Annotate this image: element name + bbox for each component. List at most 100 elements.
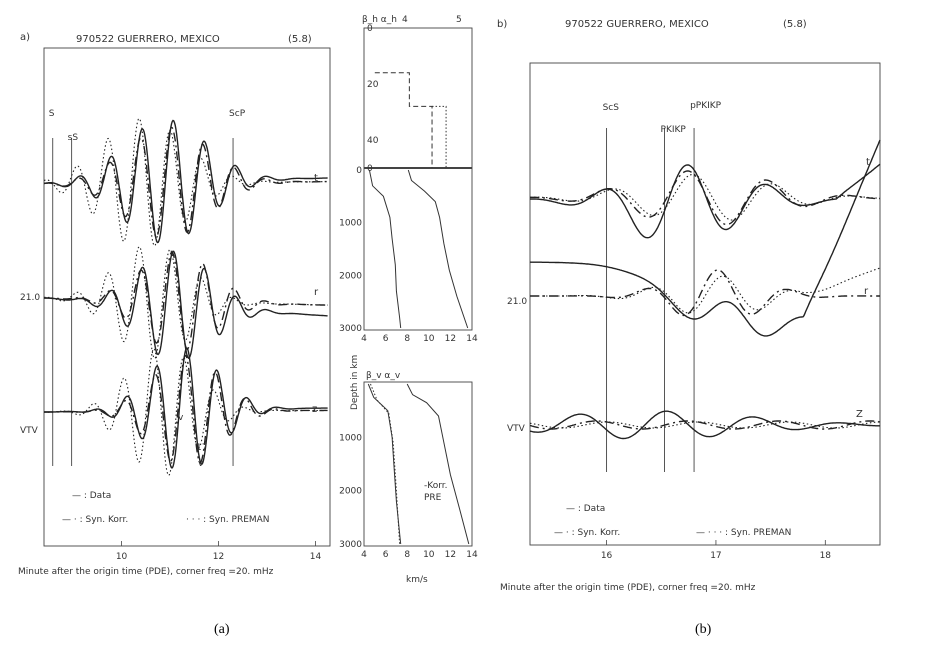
inset-bottom-legend-korr: -Korr. [424, 481, 447, 491]
panel-a-xtick-label-10: 10 [116, 552, 128, 562]
inset-bottom-korr-p [406, 383, 470, 545]
panel-a-comp-r: r [314, 287, 319, 298]
panel-a-annotation-2: 17 [196, 443, 207, 453]
panel-b-trace-Z-dotted [529, 421, 880, 429]
panel-b-xtick-label-16: 16 [601, 551, 613, 561]
panel-a-legend-preman: · · · : Syn. PREMAN [186, 515, 270, 525]
panel-b-phase-label-1: PKIKP [661, 125, 687, 135]
panel-b-trace-t-dashed [530, 170, 880, 226]
inset-top-upper-ytick-0: 0 [367, 24, 373, 34]
inset-bottom-xtick-14: 14 [466, 550, 478, 560]
panel-b-trace-r-solid [529, 139, 881, 337]
inset-ylabel: Depth in km [350, 355, 360, 410]
panel-a-comp-z: z [312, 404, 317, 415]
panel-a-magnitude: (5.8) [288, 34, 312, 45]
inset-top-upper-ytick-3: 0 [367, 164, 373, 174]
panel-b-offset-r: 21.0 [507, 297, 527, 307]
inset-top-frame [363, 27, 473, 331]
inset-bottom-frame [363, 381, 473, 547]
panel-a-trace-z-solid [44, 347, 328, 469]
panel-a-phase-label-2: ScP [229, 109, 246, 119]
caption-b: (b) [695, 622, 712, 637]
inset-bottom-ytick-3000: 3000 [339, 540, 362, 550]
inset-top-xtick-8: 8 [404, 334, 410, 344]
panel-b-comp-z: Z [856, 409, 863, 420]
inset-bottom-header: β_v α_v [366, 371, 401, 381]
panel-a-trace-t-dashed [43, 126, 328, 238]
panel-b-legend-preman: — · · · : Syn. PREMAN [696, 528, 791, 538]
panel-b-trace-t-dotted [530, 173, 881, 221]
panel-a-trace-t-solid [43, 119, 328, 244]
panel-a-label: a) [20, 32, 30, 43]
inset-bottom-legend-pre: PRE [424, 493, 442, 503]
inset-xlabel: km/s [406, 575, 428, 585]
inset-top-ytick-0: 0 [356, 166, 362, 176]
inset-top-upper-p [432, 105, 447, 168]
inset-bottom-xtick-10: 10 [423, 550, 435, 560]
inset-top-upper-s [374, 72, 433, 168]
inset-top-xtick-12: 12 [445, 334, 456, 344]
panel-a-xlabel: Minute after the origin time (PDE), corn… [18, 567, 274, 577]
panel-b-phase-label-2: pPKIKP [690, 101, 722, 111]
panel-b: b) 970522 GUERRERO, MEXICO (5.8) ScS PKIK… [497, 19, 881, 593]
inset-top-xtick-10: 10 [423, 334, 435, 344]
panel-b-xtick-label-17: 17 [710, 551, 721, 561]
inset-bottom-xtick-4: 4 [361, 550, 367, 560]
inset-bottom-xtick-6: 6 [383, 550, 389, 560]
panel-a-frame [43, 47, 331, 547]
inset-top-xtick-14: 14 [466, 334, 478, 344]
caption-a: (a) [214, 622, 230, 637]
panel-b-comp-t: t [866, 157, 870, 168]
panel-a-offset-r: 21.0 [20, 293, 40, 303]
panel-b-magnitude: (5.8) [783, 19, 807, 30]
inset-bottom-xtick-12: 12 [445, 550, 456, 560]
panel-b-legend-data: — : Data [566, 504, 605, 514]
panel-b-trace-Z-dashed [529, 420, 881, 430]
inset-bottom-pre-s [370, 383, 401, 545]
panel-a-title: 970522 GUERRERO, MEXICO [76, 34, 220, 45]
inset-top-xtick-6: 6 [383, 334, 389, 344]
panel-a-comp-t: t [314, 173, 318, 184]
panel-a-phase-label-0: S [49, 109, 55, 119]
panel-a-annotation-1: v [178, 413, 184, 423]
panel-a-trace-z-dashed [44, 354, 328, 464]
inset-bottom-ytick-1000: 1000 [339, 433, 362, 443]
panel-b-legend-korr: — · : Syn. Korr. [554, 528, 620, 538]
panel-b-trace-t-solid [530, 163, 881, 239]
panel-a-trace-r-dashed [43, 251, 328, 350]
inset-bottom-ytick-2000: 2000 [339, 487, 362, 497]
panel-b-xlabel: Minute after the origin time (PDE), corn… [500, 583, 756, 593]
panel-a-trace-t-dotted [43, 117, 328, 247]
panel-b-trace-r-dotted [530, 267, 881, 314]
panel-a-offset-z: VTV [20, 426, 39, 436]
inset-top-lower-s [368, 169, 402, 329]
panel-b-xtick-label-18: 18 [820, 551, 832, 561]
inset-top-header: β_h α_h [362, 15, 397, 25]
panel-a: a) 970522 GUERRERO, MEXICO (5.8) SsSScP … [18, 32, 331, 577]
inset-top-ytick-3000: 3000 [339, 324, 362, 334]
panel-a-legend-korr: — · : Syn. Korr. [62, 515, 128, 525]
panel-a-xtick-label-12: 12 [213, 552, 224, 562]
inset-top-lower-p [407, 169, 469, 329]
panel-a-xtick-label-14: 14 [310, 552, 322, 562]
inset-bottom-xtick-8: 8 [404, 550, 410, 560]
panel-b-title: 970522 GUERRERO, MEXICO [565, 19, 709, 30]
inset-top-ytick-2000: 2000 [339, 271, 362, 281]
panel-a-phase-label-1: sS [68, 133, 79, 143]
panel-b-comp-r: r [864, 286, 869, 297]
panel-a-legend-data: — : Data [72, 491, 111, 501]
panel-b-trace-Z-solid [529, 410, 881, 440]
inset-bottom-korr-s [367, 383, 402, 545]
panel-b-frame [529, 62, 881, 546]
inset-top-xtick-4: 4 [361, 334, 367, 344]
panel-b-label: b) [497, 19, 507, 30]
panel-a-trace-r-dotted [43, 246, 328, 360]
panel-b-offset-z: VTV [507, 424, 526, 434]
inset-top-upper-ytick-1: 20 [367, 80, 379, 90]
panel-a-annotation-3: v [198, 459, 204, 469]
inset-top-ytick-1000: 1000 [339, 219, 362, 229]
inset-top-upper-ytick-2: 40 [367, 136, 379, 146]
panel-b-phase-label-0: ScS [603, 103, 620, 113]
